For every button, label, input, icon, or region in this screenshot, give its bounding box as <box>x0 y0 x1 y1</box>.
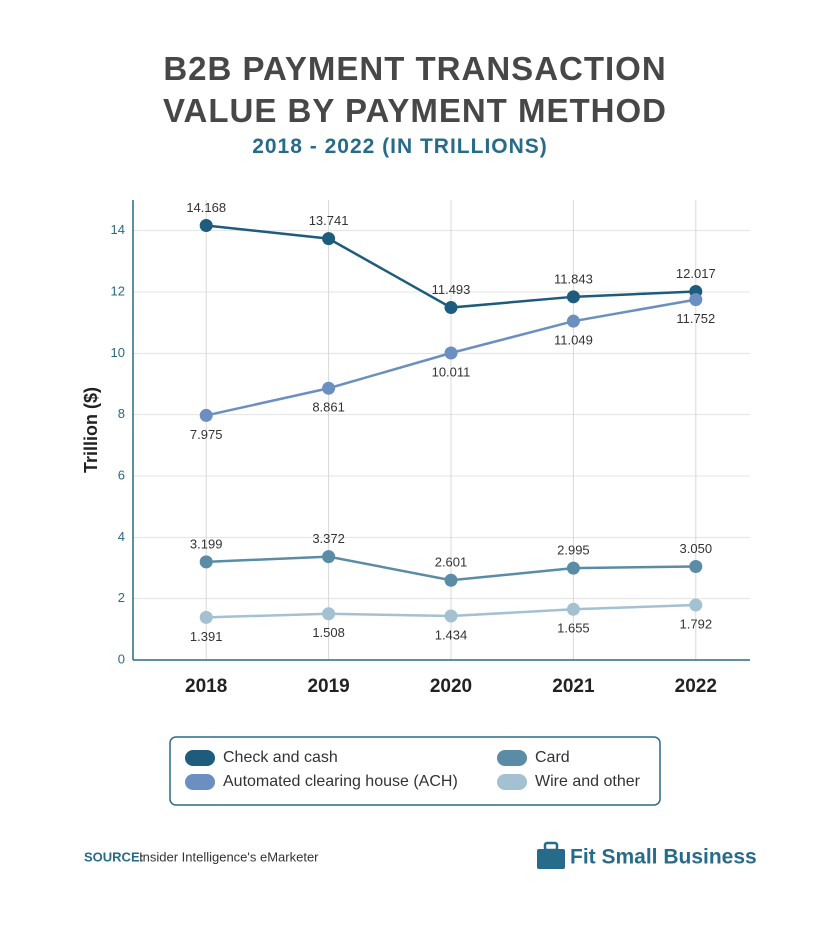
x-tick-label: 2021 <box>552 676 595 697</box>
data-point <box>322 550 336 564</box>
legend-swatch <box>497 750 527 766</box>
legend-label: Card <box>535 749 570 766</box>
y-tick-label: 4 <box>118 529 125 544</box>
data-point <box>444 301 458 315</box>
data-point <box>566 561 580 575</box>
y-tick-label: 14 <box>111 222 125 237</box>
data-point <box>689 559 703 573</box>
y-tick-label: 10 <box>111 345 125 360</box>
data-point <box>566 314 580 328</box>
legend-label: Wire and other <box>535 773 641 790</box>
data-label: 12.017 <box>676 266 716 281</box>
legend-swatch <box>185 750 215 766</box>
legend-swatch <box>497 774 527 790</box>
data-point <box>199 555 213 569</box>
data-label: 3.050 <box>680 541 713 556</box>
y-tick-label: 12 <box>111 283 125 298</box>
y-tick-label: 2 <box>118 590 125 605</box>
data-label: 1.508 <box>312 625 345 640</box>
chart-subtitle: 2018 - 2022 (IN TRILLIONS) <box>252 135 548 158</box>
data-point <box>199 408 213 422</box>
data-label: 1.792 <box>680 616 713 631</box>
data-point <box>689 598 703 612</box>
data-label: 7.975 <box>190 427 223 442</box>
data-label: 11.843 <box>554 271 593 286</box>
x-tick-label: 2022 <box>675 676 717 697</box>
data-label: 1.391 <box>190 629 223 644</box>
data-label: 3.372 <box>312 531 345 546</box>
x-tick-label: 2019 <box>307 676 349 697</box>
x-tick-label: 2020 <box>430 676 472 697</box>
y-tick-label: 6 <box>118 467 125 482</box>
data-label: 1.655 <box>557 621 590 636</box>
data-point <box>444 573 458 587</box>
source-label: SOURCE: <box>84 849 144 864</box>
data-label: 13.741 <box>309 213 349 228</box>
data-label: 11.752 <box>676 311 715 326</box>
x-tick-label: 2018 <box>185 676 227 697</box>
data-point <box>199 610 213 624</box>
y-tick-label: 8 <box>118 406 125 421</box>
data-label: 11.049 <box>554 333 593 348</box>
data-label: 1.434 <box>435 627 468 642</box>
brand-icon <box>537 841 565 869</box>
data-point <box>322 232 336 246</box>
data-point <box>322 381 336 395</box>
legend-label: Automated clearing house (ACH) <box>223 773 458 790</box>
legend-swatch <box>185 774 215 790</box>
data-label: 8.861 <box>312 400 345 415</box>
data-point <box>199 219 213 233</box>
data-label: 2.995 <box>557 543 590 558</box>
data-label: 2.601 <box>435 555 468 570</box>
data-point <box>566 290 580 304</box>
data-label: 10.011 <box>432 364 471 379</box>
data-point <box>444 346 458 360</box>
chart-title: B2B PAYMENT TRANSACTION VALUE BY PAYMENT… <box>163 50 667 129</box>
source: Insider Intelligence's eMarketer <box>139 849 319 864</box>
data-label: 3.199 <box>190 536 223 551</box>
legend-label: Check and cash <box>223 749 338 766</box>
data-label: 14.168 <box>186 200 226 215</box>
data-label: 11.493 <box>432 282 471 297</box>
y-tick-label: 0 <box>118 651 125 666</box>
data-point <box>444 609 458 623</box>
data-point <box>322 607 336 621</box>
data-point <box>689 293 703 307</box>
data-point <box>566 602 580 616</box>
legend-box <box>169 736 661 806</box>
brand: Fit Small Business <box>570 846 757 869</box>
y-axis-label: Trillion ($) <box>81 387 101 473</box>
